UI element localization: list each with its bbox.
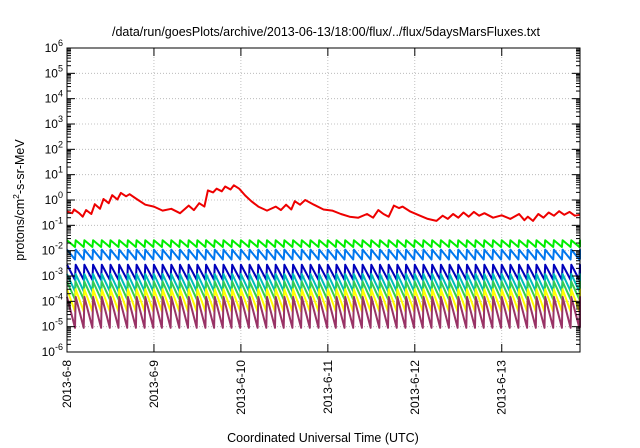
- series-line-2: [66, 239, 581, 248]
- y-tick-label: 10-3: [42, 266, 63, 283]
- y-tick-label: 102: [45, 139, 63, 156]
- y-tick-label: 10-5: [42, 317, 63, 334]
- y-tick-label: 100: [45, 190, 63, 207]
- y-tick-label: 10-6: [42, 342, 63, 359]
- series-line-3: [66, 248, 581, 261]
- series-line-1: [66, 184, 581, 222]
- x-axis: 2013-6-8 2013-6-9 2013-6-10 2013-6-11 2013-6…: [60, 48, 509, 415]
- series-group: [66, 184, 581, 329]
- x-tick-label: 2013-6-13: [495, 360, 509, 415]
- x-tick-label: 2013-6-9: [147, 360, 161, 408]
- x-tick-label: 2013-6-12: [408, 360, 422, 415]
- x-tick-label: 2013-6-11: [321, 360, 335, 414]
- y-axis: 10-6 10-5 10-4 10-3 10-2 10-1 100 101 102 103 104 1…: [42, 38, 580, 359]
- x-tick-label: 2013-6-10: [234, 360, 248, 415]
- y-tick-label: 104: [45, 89, 63, 106]
- y-tick-label: 10-2: [42, 241, 63, 258]
- series-line-8: [66, 295, 581, 329]
- y-axis-label: protons/cm2-s-sr-MeV: [11, 139, 27, 261]
- y-tick-label: 106: [45, 38, 63, 55]
- chart-title: /data/run/goesPlots/archive/2013-06-13/1…: [112, 25, 541, 39]
- x-tick-label: 2013-6-8: [60, 360, 74, 408]
- y-tick-label: 101: [45, 165, 63, 182]
- y-tick-label: 10-4: [42, 291, 63, 308]
- y-tick-label: 105: [45, 63, 63, 80]
- y-tick-label: 103: [45, 114, 63, 131]
- x-axis-label: Coordinated Universal Time (UTC): [227, 431, 419, 445]
- y-tick-label: 10-1: [42, 215, 63, 232]
